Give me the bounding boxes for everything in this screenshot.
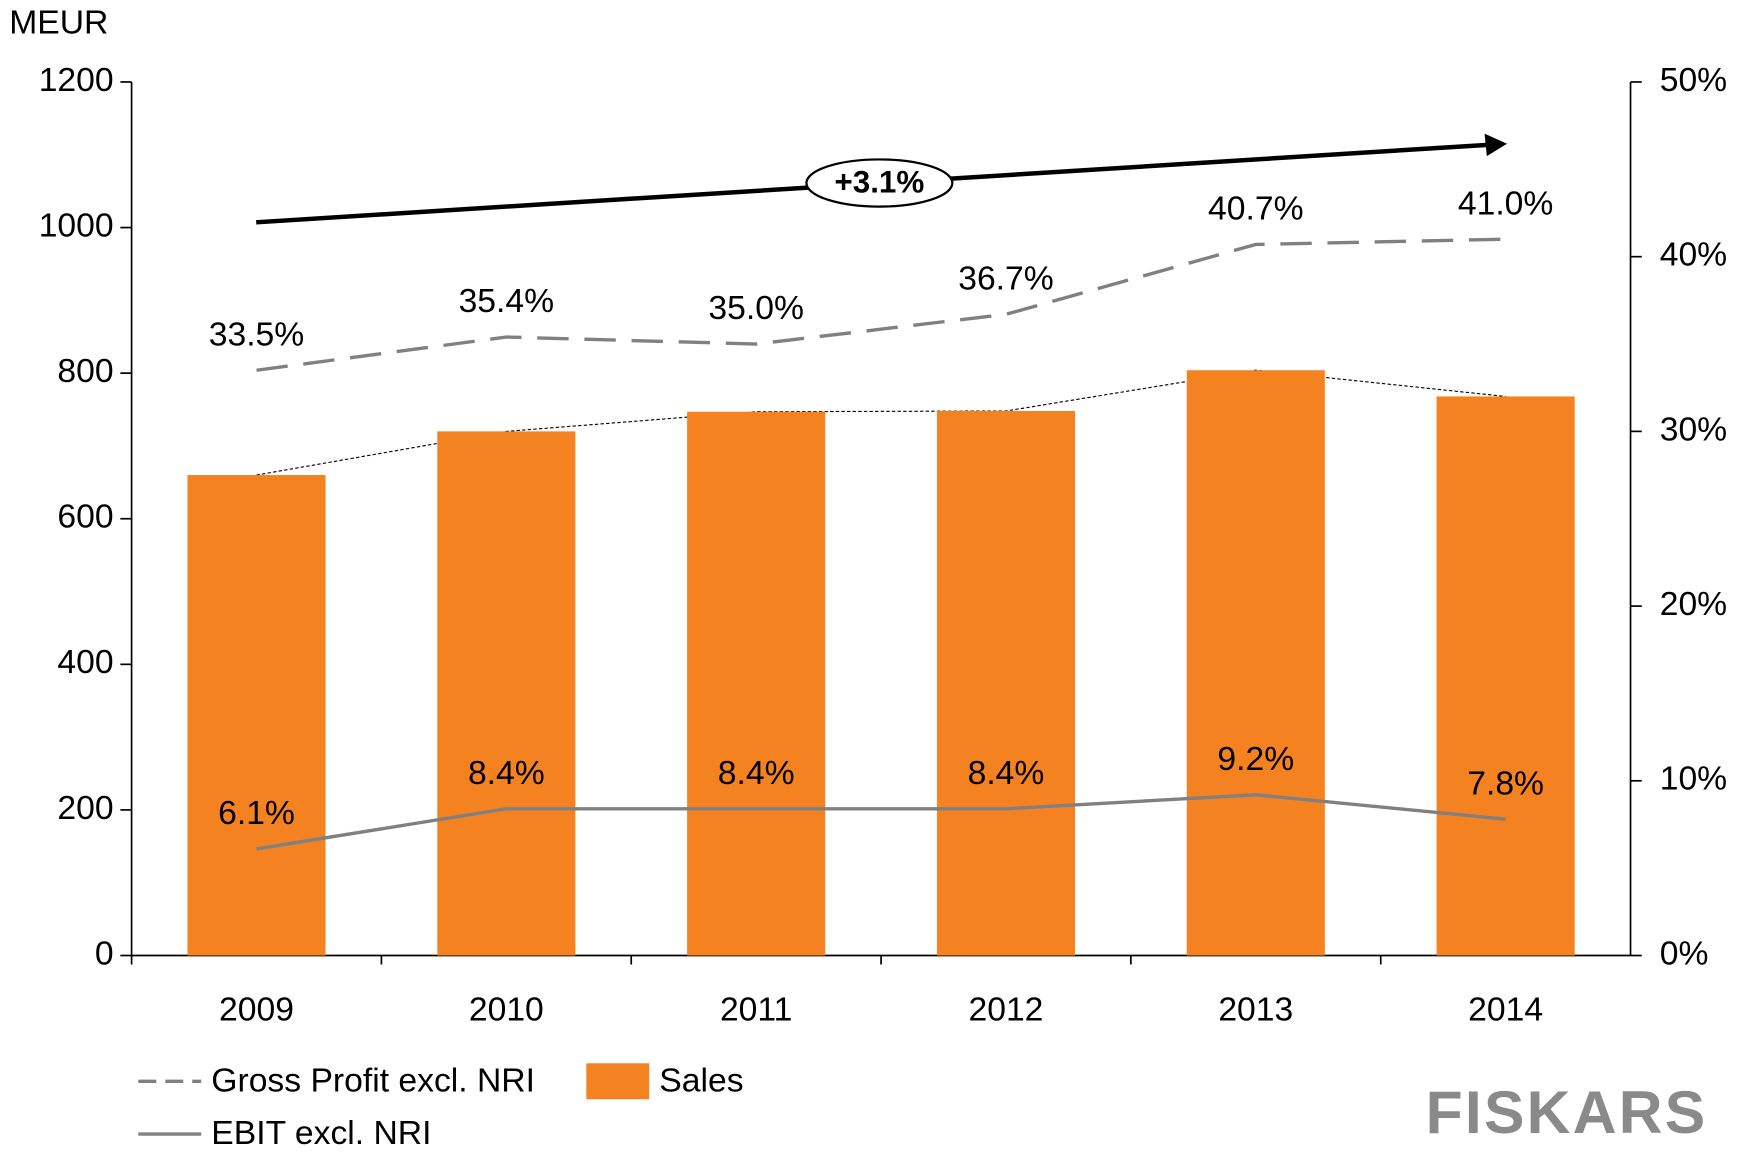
bar [437, 431, 576, 956]
y-tick-label: 1200 [39, 62, 114, 99]
y2-tick-label: 30% [1660, 411, 1727, 448]
y-tick-label: 600 [57, 499, 113, 536]
y-axis-label: MEUR [9, 5, 108, 42]
bar [687, 411, 826, 956]
growth-arrow: +3.1% [256, 133, 1508, 225]
data-label: 35.0% [708, 290, 803, 327]
legend-label: EBIT excl. NRI [211, 1115, 431, 1152]
y-tick-label: 1000 [39, 207, 114, 244]
data-label: 7.8% [1467, 765, 1544, 802]
bar [1186, 370, 1325, 956]
data-label: 35.4% [459, 283, 554, 320]
x-tick-label: 2011 [720, 992, 792, 1029]
x-tick-label: 2012 [969, 992, 1044, 1029]
bar [187, 475, 326, 956]
y-tick-label: 400 [57, 644, 113, 681]
x-tick-label: 2010 [469, 992, 544, 1029]
bar-trend-line [256, 369, 1506, 476]
y2-tick-label: 20% [1660, 586, 1727, 623]
data-label: 33.5% [209, 316, 304, 353]
legend-swatch [586, 1063, 650, 1100]
y2-tick-label: 50% [1660, 62, 1727, 99]
data-label: 8.4% [718, 755, 795, 792]
data-label: 8.4% [468, 755, 545, 792]
annotation: +3.1% [834, 164, 924, 199]
line [256, 793, 1506, 851]
legend-label: Gross Profit excl. NRI [211, 1062, 535, 1099]
legend-label: Sales [659, 1062, 743, 1099]
data-label: 8.4% [968, 755, 1045, 792]
y-tick-label: 800 [57, 353, 113, 390]
bar [936, 410, 1076, 956]
x-tick-label: 2014 [1468, 992, 1543, 1029]
data-label: 36.7% [958, 261, 1053, 298]
data-label: 41.0% [1458, 185, 1553, 222]
y-tick-label: 200 [57, 790, 113, 827]
data-label: 9.2% [1217, 741, 1294, 778]
logo: FISKARS [1426, 1078, 1708, 1146]
line [256, 237, 1506, 372]
data-label: 6.1% [218, 795, 295, 832]
x-tick-label: 2009 [219, 992, 294, 1029]
x-tick-label: 2013 [1218, 992, 1293, 1029]
bar [1436, 396, 1575, 956]
arrow-head [1484, 133, 1508, 157]
y2-tick-label: 40% [1660, 237, 1727, 274]
y2-tick-label: 0% [1660, 935, 1709, 972]
y-tick-label: 0 [95, 935, 114, 972]
y2-tick-label: 10% [1660, 761, 1727, 798]
annotation-bubble [805, 158, 954, 208]
data-label: 40.7% [1208, 191, 1303, 228]
